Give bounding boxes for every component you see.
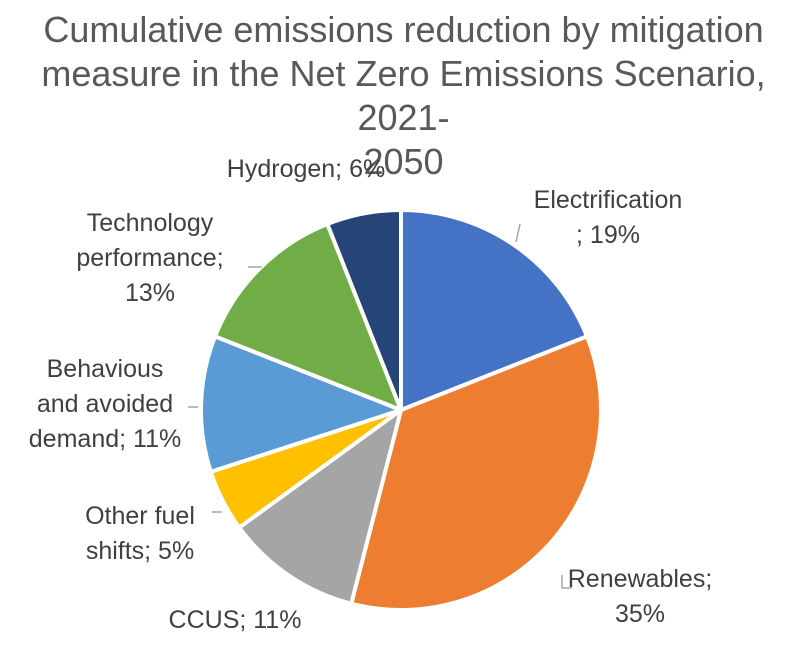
data-label-line: CCUS; 11% (169, 606, 302, 634)
data-label-line: demand; 11% (29, 425, 181, 453)
data-label-renewables: Renewables; 35% (568, 565, 713, 628)
data-label-technology-performance: Technology performance; 13% (76, 209, 223, 307)
leader-line (561, 575, 572, 589)
data-label-electrification: Electrification ; 19% (534, 186, 683, 249)
data-label-line: Renewables; (568, 565, 713, 593)
pie-slice-renewables (349, 334, 603, 612)
data-label-behavious-and-avoided-demand: Behavious and avoided demand; 11% (29, 355, 181, 453)
pie-slice-hydrogen (325, 208, 403, 412)
pie-slice-behavious-and-avoided-demand (199, 334, 403, 474)
pie-slice-ccus (237, 408, 403, 606)
data-label-ccus: CCUS; 11% (169, 606, 302, 634)
chart-title-line-2: measure in the Net Zero Emissions Scenar… (41, 53, 766, 138)
data-label-other-fuel-shifts: Other fuel shifts; 5% (85, 502, 195, 565)
data-label-line: Electrification (534, 186, 683, 214)
data-label-line: and avoided (37, 390, 173, 418)
chart-title-line-3: 2050 (363, 141, 444, 182)
pie-slice-electrification (399, 208, 589, 412)
leader-line (515, 223, 521, 243)
data-label-line: Hydrogen; 6% (227, 155, 385, 183)
data-label-line: ; 19% (576, 221, 640, 249)
data-label-hydrogen: Hydrogen; 6% (227, 155, 385, 183)
chart-title: Cumulative emissions reduction by mitiga… (0, 8, 807, 184)
data-label-line: performance; (76, 244, 223, 272)
pie-slice-technology-performance (213, 222, 403, 412)
data-label-line: shifts; 5% (86, 537, 194, 565)
data-label-line: Technology (87, 209, 214, 237)
data-label-line: Behavious (47, 355, 164, 383)
data-label-line: Other fuel (85, 502, 195, 530)
data-label-line: 35% (615, 600, 665, 628)
data-label-line: 13% (125, 279, 175, 307)
chart-title-line-1: Cumulative emissions reduction by mitiga… (43, 9, 764, 50)
